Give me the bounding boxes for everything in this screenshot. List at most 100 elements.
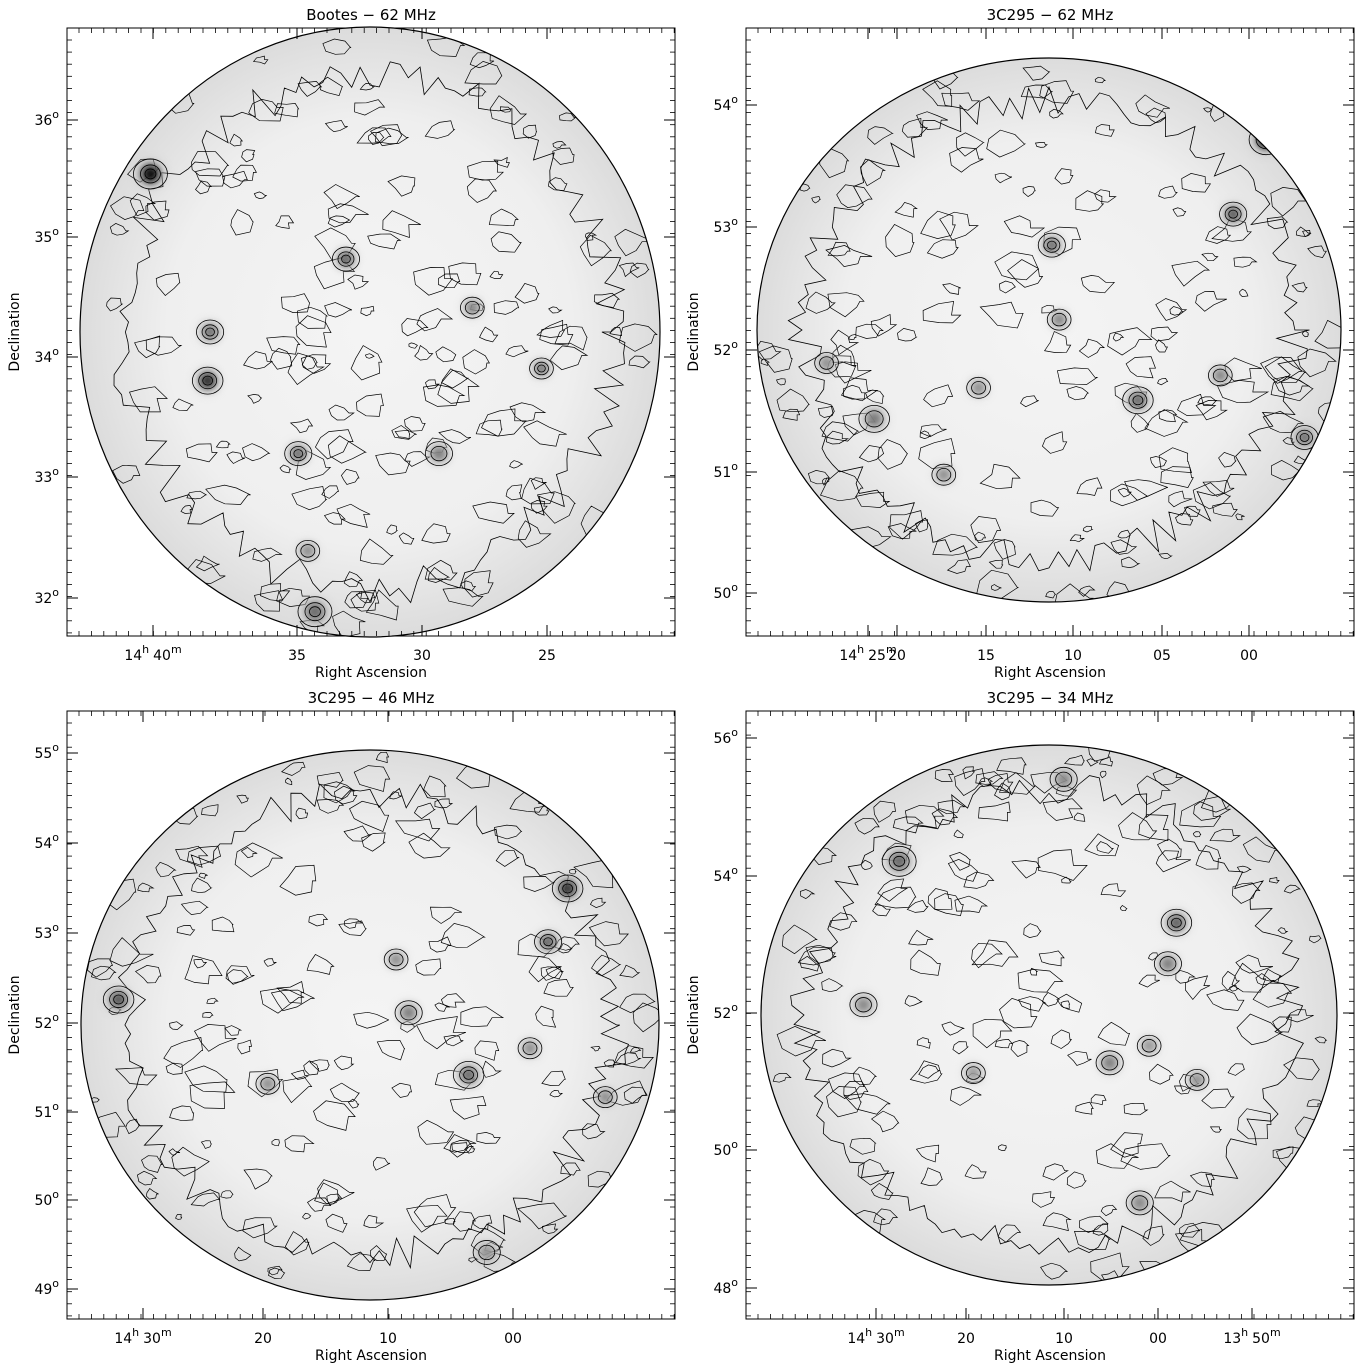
radio-source <box>849 991 878 1018</box>
x-tick-label: 13h 50m <box>1223 1326 1280 1347</box>
x-tick: 25 <box>538 28 556 664</box>
y-tick: 36o <box>34 108 675 129</box>
x-tick: 13h 50m <box>1223 711 1281 1347</box>
radio-source <box>1153 950 1182 977</box>
y-tick-label: 53o <box>713 215 738 236</box>
x-axis-label: Right Ascension <box>994 665 1106 681</box>
radio-source <box>133 157 168 190</box>
x-tick-label: 35 <box>288 648 306 664</box>
y-tick-label: 36o <box>34 108 59 129</box>
x-axis-label: Right Ascension <box>994 1348 1106 1364</box>
y-tick: 52o <box>34 1011 675 1032</box>
y-tick-label: 54o <box>34 831 59 852</box>
contour-noise <box>106 36 658 637</box>
y-tick-label: 53o <box>34 921 59 942</box>
x-tick-label: 20 <box>957 1331 975 1347</box>
radio-source <box>1208 364 1233 387</box>
y-tick-label: 33o <box>34 465 59 486</box>
y-tick: 50o <box>713 1138 1354 1159</box>
radio-source <box>1046 308 1072 331</box>
x-tick-label: 10 <box>379 1331 397 1347</box>
panel-title: 3C295 − 62 MHz <box>987 6 1114 24</box>
minor-ticks <box>746 711 1354 1319</box>
contour-noise <box>757 65 1341 602</box>
radio-source <box>1136 1034 1162 1057</box>
y-tick: 51o <box>34 1100 675 1121</box>
x-tick: 14h 30m <box>114 711 172 1347</box>
y-tick-label: 52o <box>713 1001 738 1022</box>
x-tick: 15 <box>977 28 995 664</box>
y-tick: 35o <box>34 225 675 246</box>
x-tick: 10 <box>1055 711 1073 1347</box>
y-tick-label: 56o <box>713 726 738 747</box>
y-tick: 56o <box>713 726 1354 747</box>
x-tick: 00 <box>504 711 522 1347</box>
x-tick: 35 <box>288 28 306 664</box>
y-tick: 49o <box>34 1277 675 1298</box>
x-axis-label: Right Ascension <box>315 665 427 681</box>
x-tick: 30 <box>413 28 431 664</box>
y-tick-label: 55o <box>34 741 59 762</box>
y-tick-label: 34o <box>34 345 59 366</box>
x-tick: 14h 30m <box>847 711 905 1347</box>
panel-3c295-62: 3C295 − 62 MHz Right Ascension Declination… <box>686 6 1355 681</box>
x-tick: 14h 40m <box>124 28 182 664</box>
x-tick: 00 <box>1240 28 1258 664</box>
x-tick: 20 <box>254 711 272 1347</box>
beam-edge <box>756 57 1342 603</box>
radio-source <box>394 999 423 1026</box>
x-tick: 10 <box>1064 28 1082 664</box>
beam-image <box>757 58 1341 602</box>
y-tick-label: 48o <box>713 1276 738 1297</box>
y-tick: 51o <box>713 460 1354 481</box>
beam-image <box>80 27 660 637</box>
x-tick-label: 00 <box>1149 1331 1167 1347</box>
radio-source <box>460 296 485 319</box>
radio-source <box>191 366 224 396</box>
contour-noise <box>87 751 659 1279</box>
y-tick-label: 54o <box>713 93 738 114</box>
y-tick: 48o <box>713 1276 1354 1297</box>
y-tick-label: 51o <box>34 1100 59 1121</box>
y-tick: 53o <box>34 921 675 942</box>
y-tick: 54o <box>34 831 675 852</box>
panel-title: 3C295 − 46 MHz <box>308 689 435 707</box>
x-tick-label: 20 <box>888 648 906 664</box>
y-tick-label: 32o <box>34 586 59 607</box>
x-tick-label: 20 <box>254 1331 272 1347</box>
radio-source <box>1049 766 1078 793</box>
y-tick: 34o <box>34 345 675 366</box>
x-tick-label: 30 <box>413 648 431 664</box>
radio-source <box>452 1060 485 1090</box>
x-tick-label: 14h 25m <box>839 643 896 664</box>
panel-3c295-34: 3C295 − 34 MHz Right Ascension Declination… <box>686 689 1355 1364</box>
radio-source <box>1037 232 1066 258</box>
x-tick-label: 05 <box>1153 648 1171 664</box>
radio-source <box>1125 1190 1154 1216</box>
beam-edge <box>760 744 1338 1286</box>
rim-contour <box>113 61 626 604</box>
radio-source <box>966 376 991 400</box>
y-tick-label: 52o <box>713 338 738 359</box>
radio-source <box>383 948 409 971</box>
radio-source <box>255 1072 281 1095</box>
radio-source <box>102 985 135 1014</box>
y-tick: 50o <box>713 581 1354 602</box>
radio-source <box>1219 201 1248 227</box>
minor-ticks <box>746 28 1354 636</box>
y-tick: 50o <box>34 1188 675 1209</box>
x-axis-label: Right Ascension <box>315 1348 427 1364</box>
radio-source <box>931 463 957 486</box>
y-tick: 52o <box>713 1001 1354 1022</box>
radio-source <box>529 357 554 380</box>
x-tick-label: 14h 30m <box>114 1326 171 1347</box>
y-axis-label: Declination <box>7 975 23 1054</box>
y-tick-label: 54o <box>713 864 738 885</box>
panel-title: Bootes − 62 MHz <box>306 6 436 24</box>
contour-noise <box>772 745 1328 1284</box>
y-tick-label: 50o <box>34 1188 59 1209</box>
radio-source <box>517 1037 543 1060</box>
radio-source <box>814 351 839 375</box>
